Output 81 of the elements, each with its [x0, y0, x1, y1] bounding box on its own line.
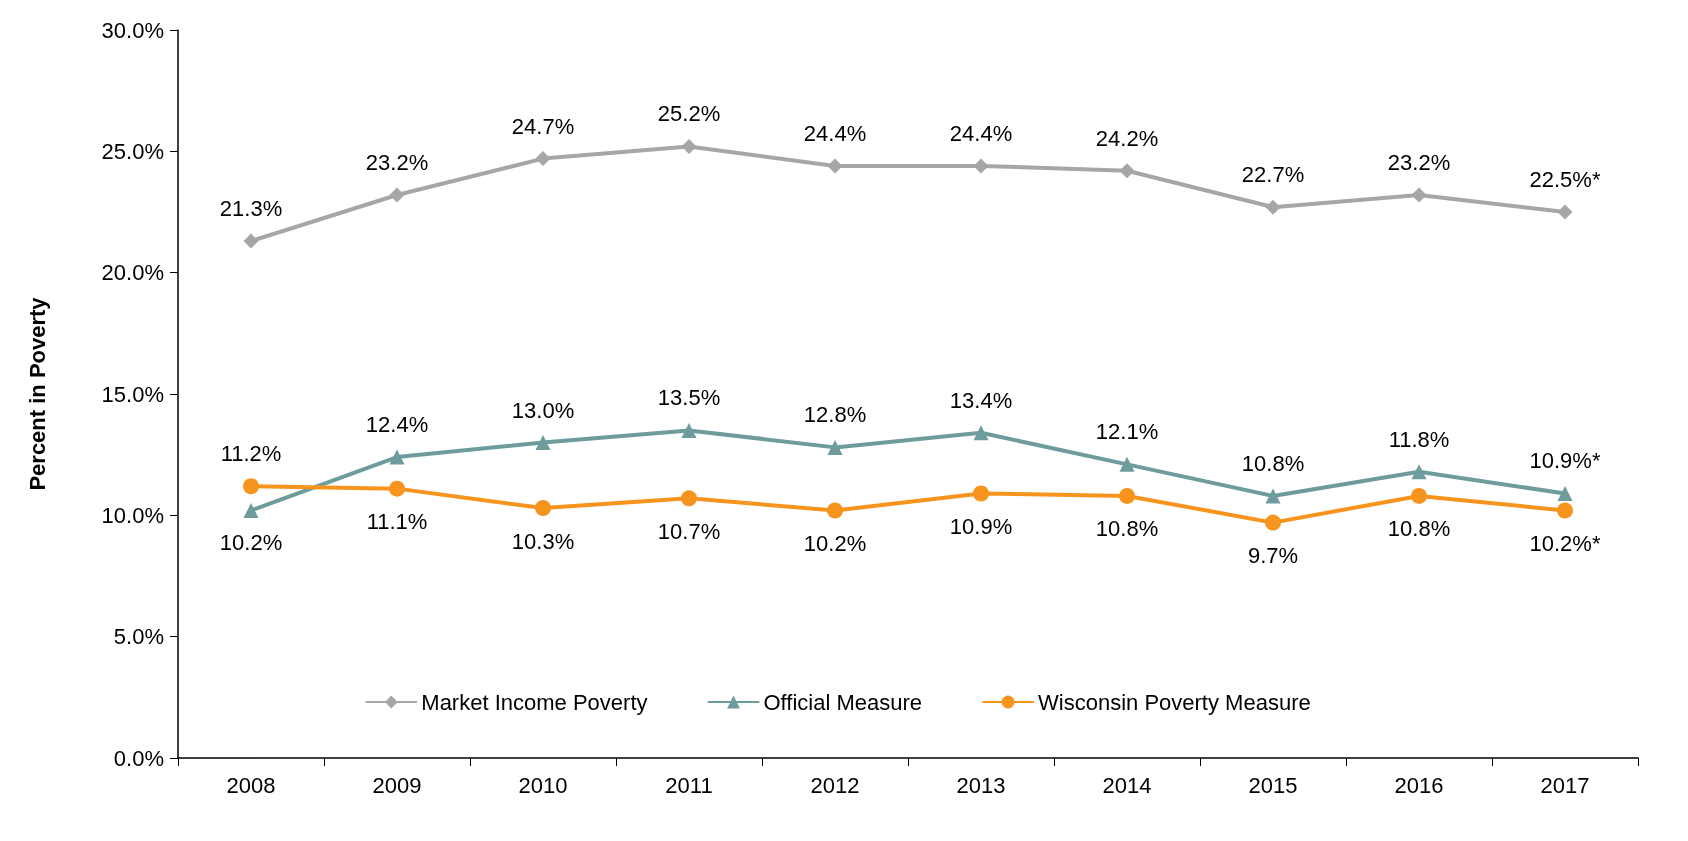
- data-label: 13.5%: [657, 385, 721, 411]
- point: [1119, 163, 1135, 179]
- data-label: 22.7%: [1241, 162, 1305, 188]
- data-label: 10.2%: [803, 530, 867, 556]
- data-label: 24.4%: [949, 120, 1013, 146]
- data-label: 10.8%: [1095, 516, 1159, 542]
- point: [973, 425, 989, 441]
- y-tick-label: 5.0%: [113, 624, 164, 650]
- data-label: 24.2%: [1095, 125, 1159, 151]
- data-label: 23.2%: [365, 150, 429, 176]
- point: [535, 151, 551, 167]
- data-label: 10.3%: [511, 528, 575, 554]
- data-label: 9.7%: [1247, 543, 1299, 569]
- data-label: 21.3%: [219, 196, 283, 222]
- data-label: 23.2%: [1387, 150, 1451, 176]
- y-tick-label: 25.0%: [101, 138, 164, 164]
- data-label: 13.4%: [949, 387, 1013, 413]
- data-label: 22.5%*: [1529, 167, 1601, 192]
- point: [389, 449, 405, 465]
- point: [243, 233, 259, 249]
- point: [1557, 204, 1573, 220]
- point: [1119, 487, 1135, 504]
- point: [827, 439, 843, 455]
- data-label: 10.7%: [657, 518, 721, 544]
- point: [681, 490, 697, 507]
- data-label: 11.2%: [220, 440, 282, 466]
- data-label: 12.8%: [803, 402, 867, 428]
- point: [243, 502, 259, 518]
- point: [1411, 464, 1427, 480]
- x-tick-label: 2011: [665, 772, 713, 798]
- data-label: 11.8%: [1388, 426, 1450, 452]
- point: [1265, 488, 1281, 504]
- point: [1265, 199, 1281, 215]
- y-tick-label: 0.0%: [113, 745, 164, 771]
- y-tick-label: 30.0%: [101, 17, 164, 43]
- x-tick-label: 2008: [226, 772, 276, 798]
- data-label: 10.9%*: [1529, 448, 1601, 474]
- legend-label: Market Income Poverty: [421, 689, 648, 715]
- legend-label: Official Measure: [763, 689, 923, 715]
- y-axis-title: Percent in Poverty: [24, 296, 50, 491]
- x-tick-label: 2014: [1102, 772, 1152, 798]
- data-label: 11.1%: [366, 509, 428, 535]
- point: [389, 187, 405, 203]
- x-tick-label: 2012: [810, 772, 860, 798]
- data-label: 10.8%: [1387, 516, 1451, 542]
- point: [973, 158, 989, 174]
- data-label: 13.0%: [511, 397, 575, 423]
- data-label: 10.2%*: [1529, 530, 1601, 556]
- y-tick-label: 20.0%: [101, 260, 164, 286]
- data-label: 10.9%: [949, 513, 1013, 539]
- data-label: 24.7%: [511, 113, 575, 139]
- point: [1411, 187, 1427, 203]
- x-tick-label: 2015: [1248, 772, 1298, 798]
- point: [243, 478, 259, 495]
- x-tick-label: 2009: [372, 772, 422, 798]
- point: [1265, 514, 1281, 531]
- data-label: 25.2%: [657, 101, 721, 127]
- data-label: 10.8%: [1241, 450, 1305, 476]
- point: [827, 158, 843, 174]
- point: [1411, 487, 1427, 504]
- data-label: 24.4%: [803, 120, 867, 146]
- legend-label: Wisconsin Poverty Measure: [1038, 689, 1311, 715]
- y-tick-label: 15.0%: [101, 381, 164, 407]
- point: [535, 435, 551, 451]
- point: [827, 502, 843, 519]
- x-tick-label: 2013: [956, 772, 1006, 798]
- point: [1119, 456, 1135, 472]
- point: [1557, 502, 1573, 519]
- point: [681, 138, 697, 154]
- x-tick-label: 2016: [1394, 772, 1444, 798]
- point: [535, 500, 551, 517]
- data-label: 10.2%: [219, 530, 283, 556]
- point: [1557, 485, 1573, 501]
- data-label: 12.1%: [1095, 419, 1159, 445]
- x-tick-label: 2010: [518, 772, 568, 798]
- point: [973, 485, 989, 502]
- x-tick-label: 2017: [1540, 772, 1590, 798]
- point: [389, 480, 405, 497]
- point: [681, 422, 697, 438]
- y-tick-label: 10.0%: [101, 502, 164, 528]
- data-label: 12.4%: [365, 412, 429, 438]
